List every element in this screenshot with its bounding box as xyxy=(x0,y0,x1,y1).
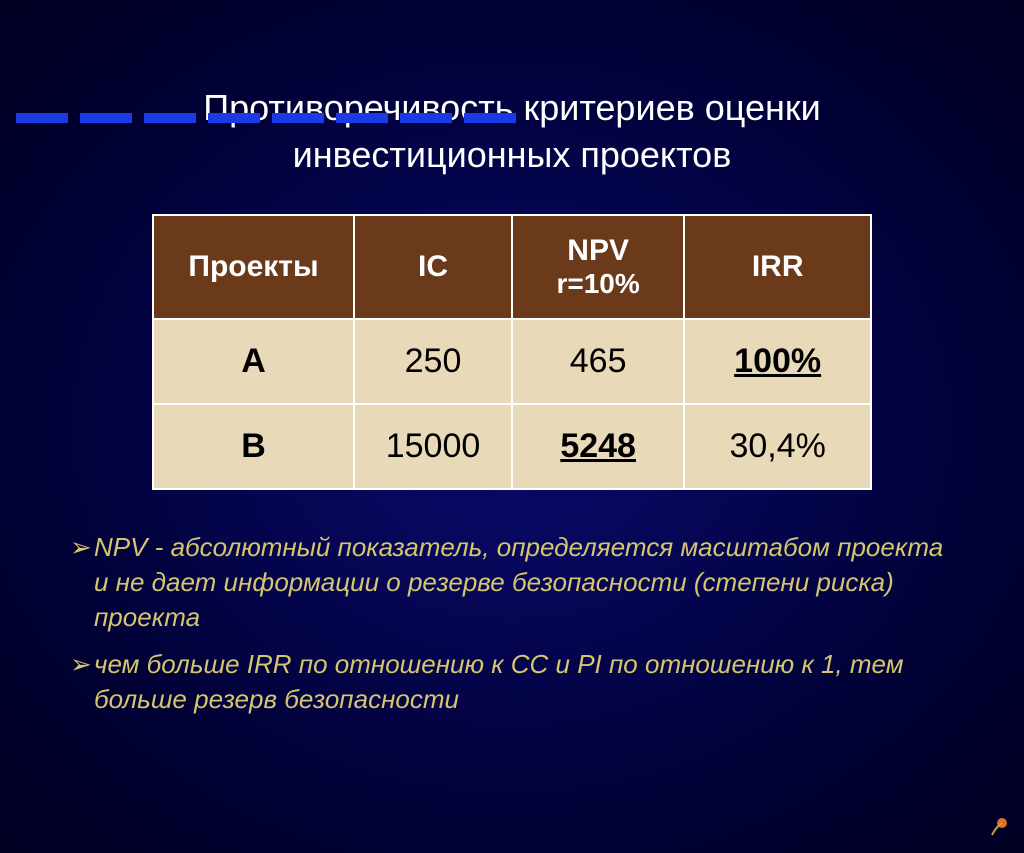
bullet-list: NPV - абсолютный показатель, определяетс… xyxy=(70,530,954,717)
bullet-item: чем больше IRR по отношению к СС и PI по… xyxy=(70,647,954,717)
corner-logo-icon xyxy=(984,813,1012,841)
comparison-table: Проекты IC NPV r=10% IRR A 250 465 100% … xyxy=(152,214,872,490)
col-npv-sub: r=10% xyxy=(523,268,673,300)
dash xyxy=(336,113,388,123)
cell-npv: 5248 xyxy=(512,404,684,489)
highlight-value: 5248 xyxy=(560,427,636,465)
cell-ic: 250 xyxy=(354,319,512,404)
cell-irr: 30,4% xyxy=(684,404,871,489)
highlight-value: 100% xyxy=(734,342,821,380)
slide-title: Противоречивость критериев оценки инвест… xyxy=(0,85,1024,179)
bullet-item: NPV - абсолютный показатель, определяетс… xyxy=(70,530,954,635)
col-ic: IC xyxy=(354,215,512,319)
dash xyxy=(144,113,196,123)
row-label: A xyxy=(153,319,354,404)
cell-npv: 465 xyxy=(512,319,684,404)
cell-ic: 15000 xyxy=(354,404,512,489)
title-line-2: инвестиционных проектов xyxy=(293,134,732,175)
bullet-text: чем больше IRR по отношению к СС и PI по… xyxy=(94,649,904,714)
col-projects: Проекты xyxy=(153,215,354,319)
dash xyxy=(464,113,516,123)
dash xyxy=(272,113,324,123)
col-irr: IRR xyxy=(684,215,871,319)
cell-irr: 100% xyxy=(684,319,871,404)
dash xyxy=(208,113,260,123)
col-npv: NPV r=10% xyxy=(512,215,684,319)
table-row: B 15000 5248 30,4% xyxy=(153,404,871,489)
col-npv-label: NPV xyxy=(567,234,629,267)
row-label: B xyxy=(153,404,354,489)
table-row: A 250 465 100% xyxy=(153,319,871,404)
bullet-text: NPV - абсолютный показатель, определяетс… xyxy=(94,532,943,632)
dash xyxy=(16,113,68,123)
dash xyxy=(80,113,132,123)
dash xyxy=(400,113,452,123)
decorative-dashes xyxy=(16,113,516,123)
